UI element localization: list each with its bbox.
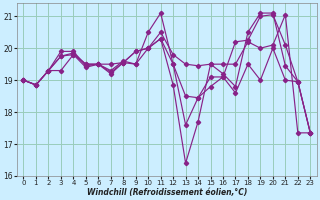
X-axis label: Windchill (Refroidissement éolien,°C): Windchill (Refroidissement éolien,°C) xyxy=(87,188,247,197)
